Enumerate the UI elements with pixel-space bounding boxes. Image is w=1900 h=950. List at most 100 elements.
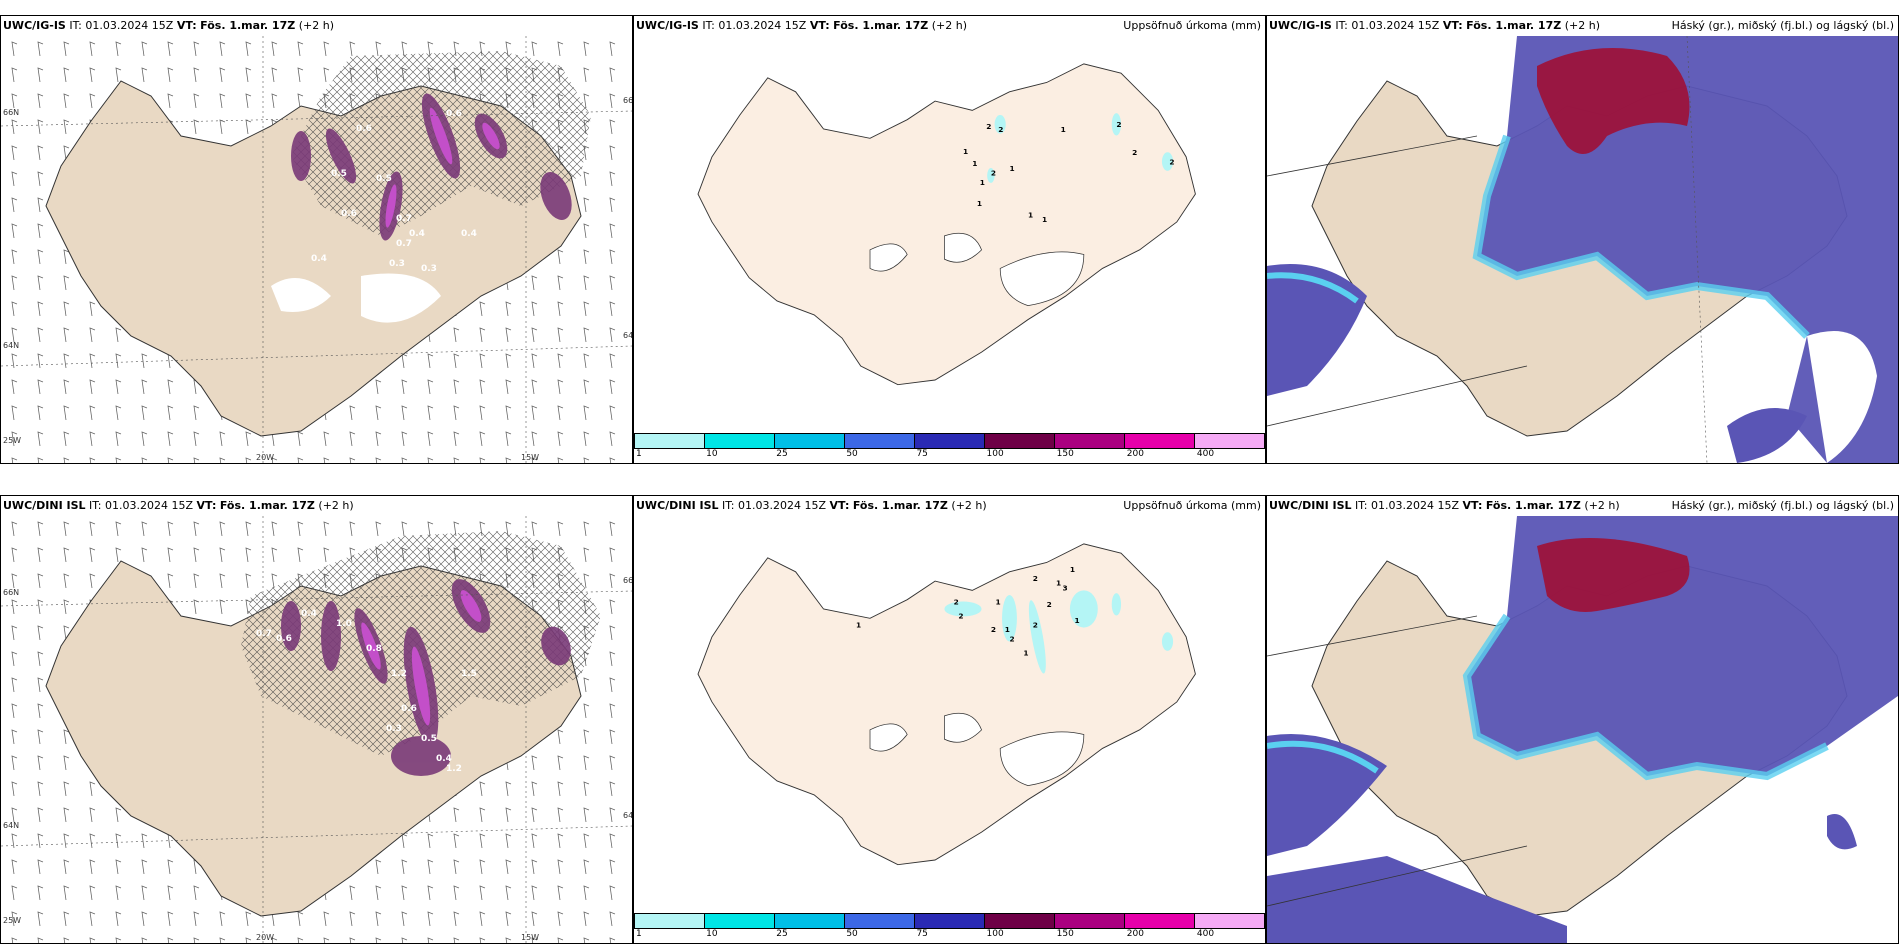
lat-label: 66N bbox=[623, 576, 633, 585]
model-name: UWC/DINI ISL bbox=[636, 499, 719, 512]
precip-value-labels: 2 2 1 1 1 2 1 3 2 1 1 2 2 2 1 bbox=[856, 565, 1080, 658]
colorbar-tick: 200 bbox=[1126, 449, 1144, 459]
panel-header: UWC/IG-IS IT: 01.03.2024 15Z VT: Fös. 1.… bbox=[634, 16, 1265, 36]
precip-value: 2 bbox=[954, 597, 959, 606]
precip-patches bbox=[987, 113, 1174, 183]
wind-value: 1.2 bbox=[391, 669, 407, 679]
wind-value: 0.3 bbox=[389, 259, 405, 269]
wind-value: 0.4 bbox=[301, 609, 317, 619]
valid-time: Fös. 1.mar. 17Z bbox=[852, 499, 948, 512]
lat-label: 25W bbox=[3, 916, 22, 925]
wind-value: 0.4 bbox=[436, 754, 452, 764]
colorbar-tick: 100 bbox=[986, 449, 1004, 459]
model-name: UWC/DINI ISL bbox=[1269, 499, 1352, 512]
colorbar-tick: 150 bbox=[1056, 929, 1074, 939]
wind-map: 0.6 0.6 0.5 0.7 0.4 0.3 0.5 0.4 0.6 0.7 … bbox=[1, 36, 632, 463]
lat-label: 66N bbox=[3, 588, 20, 597]
colorbar-swatch bbox=[1055, 434, 1125, 448]
panel-header: UWC/IG-IS IT: 01.03.2024 15Z VT: Fös. 1.… bbox=[1, 16, 632, 36]
colorbar-swatch bbox=[1125, 914, 1195, 928]
precip-value: 2 bbox=[1132, 148, 1137, 157]
wind-value: 0.6 bbox=[401, 704, 417, 714]
colorbar-swatch bbox=[635, 914, 705, 928]
panel-header: UWC/DINI ISL IT: 01.03.2024 15Z VT: Fös.… bbox=[1, 496, 632, 516]
colorbar-swatch bbox=[915, 914, 985, 928]
precip-map: 2 2 1 1 1 2 1 3 2 1 1 2 2 2 1 bbox=[697, 543, 1196, 866]
precip-title: Uppsöfnuð úrkoma (mm) bbox=[1123, 19, 1261, 32]
lead-time: (+2 h) bbox=[298, 19, 334, 32]
precip-panel-row1: UWC/IG-IS IT: 01.03.2024 15Z VT: Fös. 1.… bbox=[633, 15, 1266, 464]
colorbar-swatch bbox=[1195, 914, 1264, 928]
model-name: UWC/IG-IS bbox=[3, 19, 66, 32]
wind-value: 0.3 bbox=[386, 724, 402, 734]
colorbar-tick: 10 bbox=[706, 449, 718, 459]
cloud-map bbox=[1267, 36, 1898, 463]
lead-time: (+2 h) bbox=[318, 499, 354, 512]
valid-time: Fös. 1.mar. 17Z bbox=[833, 19, 929, 32]
precip-value: 2 bbox=[991, 625, 996, 634]
precip-value: 1 bbox=[996, 597, 1001, 606]
colorbar-swatch bbox=[775, 914, 845, 928]
init-time: 01.03.2024 15Z bbox=[1371, 499, 1460, 512]
wind-panel-row2: UWC/DINI ISL IT: 01.03.2024 15Z VT: Fös.… bbox=[0, 495, 633, 944]
precip-map: 2 2 1 1 1 2 1 1 1 1 1 2 2 2 bbox=[697, 63, 1196, 386]
colorbar-swatch bbox=[845, 434, 915, 448]
precip-value: 1 bbox=[980, 178, 985, 187]
colorbar-swatch bbox=[845, 914, 915, 928]
cloud-title: Háský (gr.), miðský (fj.bl.) og lágský (… bbox=[1671, 499, 1894, 512]
wind-value: 0.8 bbox=[366, 644, 382, 654]
colorbar-tick: 400 bbox=[1196, 929, 1215, 939]
wind-map: 0.7 0.6 0.4 1.0 0.8 1.2 0.6 0.3 0.5 1.5 … bbox=[1, 516, 632, 943]
valid-time: Fös. 1.mar. 17Z bbox=[200, 19, 296, 32]
lead-time: (+2 h) bbox=[1564, 19, 1600, 32]
wind-value: 1.2 bbox=[446, 764, 462, 774]
wind-value: 0.6 bbox=[341, 209, 357, 219]
precip-value: 1 bbox=[1023, 648, 1028, 657]
lat-label: 66N bbox=[3, 108, 20, 117]
wind-value: 0.5 bbox=[376, 174, 392, 184]
cloud-map bbox=[1267, 516, 1898, 943]
high-cloud bbox=[1537, 48, 1690, 154]
colorbar-swatch bbox=[705, 434, 775, 448]
colorbar-swatch bbox=[705, 914, 775, 928]
colorbar-tick: 400 bbox=[1196, 449, 1215, 459]
cloud-panel-row2: UWC/DINI ISL IT: 01.03.2024 15Z VT: Fös.… bbox=[1266, 495, 1899, 944]
colorbar-tick: 50 bbox=[846, 929, 858, 939]
lead-time: (+2 h) bbox=[1584, 499, 1620, 512]
colorbar-swatch bbox=[1055, 914, 1125, 928]
colorbar-tick: 75 bbox=[916, 929, 928, 939]
precip-panel-row2: UWC/DINI ISL IT: 01.03.2024 15Z VT: Fös.… bbox=[633, 495, 1266, 944]
init-time: 01.03.2024 15Z bbox=[85, 19, 174, 32]
precip-value: 1 bbox=[1070, 565, 1075, 574]
colorbar-tick: 50 bbox=[846, 449, 858, 459]
colorbar-tick: 25 bbox=[776, 929, 788, 939]
wind-value: 0.7 bbox=[396, 239, 412, 249]
init-time: 01.03.2024 15Z bbox=[718, 19, 807, 32]
panel-header: UWC/DINI ISL IT: 01.03.2024 15Z VT: Fös.… bbox=[634, 496, 1265, 516]
lat-label: 64N bbox=[623, 331, 633, 340]
precip-value: 1 bbox=[1042, 215, 1047, 224]
precip-value: 1 bbox=[1056, 579, 1061, 588]
precip-patches bbox=[944, 590, 1174, 674]
wind-panel-row1: UWC/IG-IS IT: 01.03.2024 15Z VT: Fös. 1.… bbox=[0, 15, 633, 464]
precip-value: 1 bbox=[972, 159, 977, 168]
wind-value: 1.0 bbox=[336, 619, 352, 629]
model-name: UWC/DINI ISL bbox=[3, 499, 86, 512]
precip-value: 2 bbox=[986, 122, 991, 131]
precip-value: 1 bbox=[856, 621, 861, 630]
cloud-panel-row1: UWC/IG-IS IT: 01.03.2024 15Z VT: Fös. 1.… bbox=[1266, 15, 1899, 464]
colorbar-tick: 10 bbox=[706, 929, 718, 939]
cloud-title: Háský (gr.), miðský (fj.bl.) og lágský (… bbox=[1671, 19, 1894, 32]
high-cloud bbox=[1537, 538, 1690, 612]
colorbar-swatch bbox=[985, 914, 1055, 928]
lat-label: 25W bbox=[3, 436, 22, 445]
precip-value: 2 bbox=[958, 611, 963, 620]
wind-value: 0.4 bbox=[311, 254, 327, 264]
precip-title: Uppsöfnuð úrkoma (mm) bbox=[1123, 499, 1261, 512]
wind-value: 0.3 bbox=[421, 264, 437, 274]
precip-value: 1 bbox=[977, 199, 982, 208]
precip-value: 1 bbox=[1075, 616, 1080, 625]
lead-time: (+2 h) bbox=[951, 499, 987, 512]
wind-value: 0.4 bbox=[409, 229, 425, 239]
lon-label: 20W bbox=[256, 933, 275, 942]
